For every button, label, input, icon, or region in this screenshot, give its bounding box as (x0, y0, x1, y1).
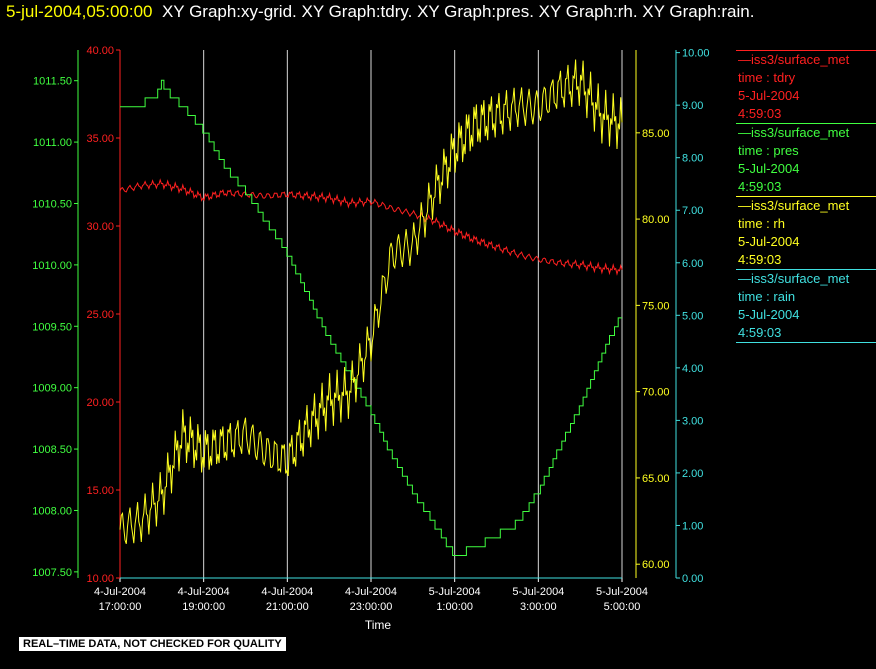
x-tick-label: 1:00:00 (436, 601, 473, 613)
rh-tick-label: 85.00 (642, 128, 670, 140)
x-tick-label: 5-Jul-2004 (512, 586, 564, 598)
legend-var: time : rh (738, 216, 785, 231)
tdry-tick-label: 15.00 (86, 485, 114, 497)
legend-name: iss3/surface_met (751, 125, 850, 140)
pres-tick-label: 1009.50 (32, 321, 72, 333)
legend-entry-rh: —iss3/surface_met time : rh 5-Jul-2004 4… (736, 196, 876, 269)
x-tick-label: 19:00:00 (182, 601, 225, 613)
legend-entry-pres: —iss3/surface_met time : pres 5-Jul-2004… (736, 123, 876, 196)
legend-name: iss3/surface_met (751, 52, 850, 67)
series-line-rh (119, 59, 623, 544)
tdry-tick-label: 35.00 (86, 133, 114, 145)
rain-tick-label: 0.00 (682, 573, 703, 585)
grid-lines (203, 50, 623, 578)
x-tick-label: 5-Jul-2004 (429, 586, 481, 598)
header-timestamp: 5-jul-2004,05:00:00 (6, 2, 153, 21)
x-tick-label: 4-Jul-2004 (94, 586, 146, 598)
tdry-tick-label: 40.00 (86, 45, 114, 57)
rh-tick-label: 70.00 (642, 387, 670, 399)
header-titles: XY Graph:xy-grid. XY Graph:tdry. XY Grap… (161, 2, 755, 21)
rain-tick-label: 9.00 (682, 100, 703, 112)
pres-tick-label: 1010.50 (32, 198, 72, 210)
x-axis-label: Time (365, 618, 392, 632)
rain-tick-label: 4.00 (682, 363, 703, 375)
legend-entry-tdry: —iss3/surface_met time : tdry 5-Jul-2004… (736, 50, 876, 123)
legend-time: 4:59:03 (738, 179, 782, 194)
x-tick-label: 4-Jul-2004 (261, 586, 313, 598)
rain-tick-label: 1.00 (682, 520, 703, 532)
series-line-tdry (119, 178, 623, 276)
rain-tick-label: 10.00 (682, 48, 710, 60)
pres-tick-label: 1008.50 (32, 444, 72, 456)
rain-tick-label: 7.00 (682, 205, 703, 217)
pres-tick-label: 1008.00 (32, 505, 72, 517)
x-tick-label: 5-Jul-2004 (596, 586, 648, 598)
rh-tick-label: 65.00 (642, 473, 670, 485)
x-tick-label: 21:00:00 (266, 601, 309, 613)
rh-tick-label: 60.00 (642, 559, 670, 571)
tdry-tick-label: 20.00 (86, 397, 114, 409)
legend-name: iss3/surface_met (751, 198, 850, 213)
x-tick-label: 17:00:00 (99, 601, 142, 613)
legend: —iss3/surface_met time : tdry 5-Jul-2004… (736, 50, 876, 343)
legend-var: time : rain (738, 289, 796, 304)
legend-line-icon: — (738, 198, 751, 213)
legend-date: 5-Jul-2004 (738, 161, 800, 176)
series-lines (119, 59, 623, 579)
x-tick-label: 4-Jul-2004 (345, 586, 397, 598)
pres-tick-label: 1007.50 (32, 567, 72, 579)
rain-tick-label: 3.00 (682, 415, 703, 427)
legend-date: 5-Jul-2004 (738, 88, 800, 103)
legend-date: 5-Jul-2004 (738, 307, 800, 322)
rain-tick-label: 6.00 (682, 258, 703, 270)
pres-tick-label: 1011.50 (33, 76, 72, 88)
tdry-tick-label: 10.00 (86, 573, 114, 585)
rain-tick-label: 5.00 (682, 310, 703, 322)
legend-var: time : pres (738, 143, 799, 158)
legend-line-icon: — (738, 271, 751, 286)
tdry-tick-label: 30.00 (86, 221, 114, 233)
legend-entry-rain: —iss3/surface_met time : rain 5-Jul-2004… (736, 269, 876, 343)
quality-disclaimer: REAL–TIME DATA, NOT CHECKED FOR QUALITY (19, 637, 286, 651)
legend-date: 5-Jul-2004 (738, 234, 800, 249)
rh-tick-label: 75.00 (642, 300, 670, 312)
tdry-tick-label: 25.00 (86, 309, 114, 321)
rain-tick-label: 8.00 (682, 153, 703, 165)
legend-time: 4:59:03 (738, 106, 782, 121)
legend-time: 4:59:03 (738, 252, 782, 267)
rain-tick-label: 2.00 (682, 468, 703, 480)
legend-time: 4:59:03 (738, 325, 782, 340)
legend-var: time : tdry (738, 70, 796, 85)
legend-name: iss3/surface_met (751, 271, 850, 286)
x-tick-label: 23:00:00 (350, 601, 393, 613)
header: 5-jul-2004,05:00:00 XY Graph:xy-grid. XY… (6, 2, 754, 22)
x-tick-label: 4-Jul-2004 (178, 586, 230, 598)
x-tick-label: 3:00:00 (520, 601, 557, 613)
x-tick-label: 5:00:00 (604, 601, 641, 613)
pres-tick-label: 1009.00 (32, 383, 72, 395)
pres-tick-label: 1011.00 (33, 137, 72, 149)
axes: 4-Jul-2004 17:00:00 4-Jul-2004 19:00:00 4-Ju… (32, 45, 709, 613)
legend-line-icon: — (738, 125, 751, 140)
series-line-pres (120, 79, 622, 556)
rh-tick-label: 80.00 (642, 214, 670, 226)
legend-line-icon: — (738, 52, 751, 67)
pres-tick-label: 1010.00 (32, 260, 72, 272)
